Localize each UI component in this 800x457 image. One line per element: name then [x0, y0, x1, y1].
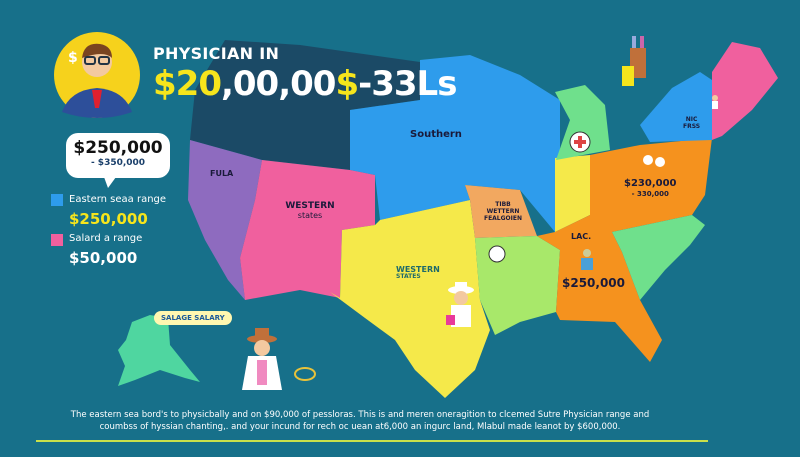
callout-amount: $250,000: [73, 138, 163, 158]
region-michigan: [555, 85, 610, 160]
region-western: [240, 160, 375, 300]
map-label-tibb: TIBB WETTERN FEALGOIEN: [478, 201, 528, 223]
map-label-fula: FULA: [210, 169, 234, 178]
footer-divider: [36, 440, 708, 442]
title-part: $: [335, 64, 359, 104]
legend-label: Eastern seaa range: [69, 194, 167, 205]
cowboy-doctor-icon: [242, 282, 474, 390]
footer-line: coumbss of hyssian chanting,. and your i…: [99, 422, 621, 433]
map-label-western-states: WESTERN STATES: [396, 265, 440, 281]
region-carolinas: [612, 215, 705, 300]
region-west-coast: [188, 140, 262, 300]
label-text: $230,000: [624, 178, 677, 189]
region-alaska: [118, 315, 200, 386]
doctor-avatar: $: [54, 32, 140, 118]
map-label-lac: LAC.: [571, 232, 592, 241]
label-text: WESTERN: [285, 201, 335, 211]
svg-text:$: $: [68, 50, 78, 66]
footer-note: The eastern sea bord's to physicbally an…: [60, 409, 660, 434]
region-indiana: [555, 155, 590, 232]
title-line-2: $20,00,00$-33Ls: [153, 64, 457, 104]
legend-label: Salard a range: [69, 233, 143, 244]
region-southeast: [537, 138, 712, 362]
map-label-western: WESTERN states: [280, 201, 340, 221]
salary-callout: $250,000 - $350,000: [66, 133, 170, 188]
region-missouri: [465, 185, 537, 238]
region-gulf: [475, 236, 560, 335]
title-part: $20: [153, 64, 222, 104]
lab-equipment-icon: [622, 36, 646, 86]
label-text: states: [297, 211, 323, 221]
region-south: [330, 200, 490, 398]
legend-value: $50,000: [69, 249, 138, 267]
label-text: FRSS: [683, 122, 701, 130]
region-new-england: [712, 42, 778, 140]
doctor-figure-icon: [488, 95, 718, 270]
title-line-1: PHYSICIAN IN: [153, 44, 280, 63]
label-text: - 330,000: [631, 189, 669, 198]
label-text: NIC: [685, 116, 698, 123]
map-label-east-value: $230,000- 330,000: [624, 178, 677, 198]
region-north-central: [350, 55, 560, 232]
region-northwest: [190, 40, 420, 170]
label-text: WESTERN: [396, 265, 440, 274]
footer-line: The eastern sea bord's to physicbally an…: [70, 410, 650, 420]
label-text: FEALGOIEN: [483, 214, 523, 222]
map-label-southern: Southern: [410, 129, 462, 140]
label-text: STATES: [396, 273, 421, 281]
title-part: ,00,00: [220, 64, 336, 104]
legend-swatch-blue: [51, 194, 63, 206]
medical-flask-icon: [569, 131, 591, 153]
title-part: -33Ls: [358, 64, 457, 104]
callout-range: - $350,000: [90, 158, 146, 168]
map-label-lac-value: $250,000: [562, 276, 626, 290]
legend-swatch-pink: [51, 234, 63, 246]
label-text: WETTERN: [486, 207, 520, 215]
alaska-salary-bubble: SALAGE SALARY: [154, 311, 232, 325]
map-label-nic: NIC FRSS: [683, 116, 701, 131]
legend-value: $250,000: [69, 210, 148, 228]
region-northeast: [640, 72, 712, 142]
label-text: TIBB: [495, 201, 511, 208]
